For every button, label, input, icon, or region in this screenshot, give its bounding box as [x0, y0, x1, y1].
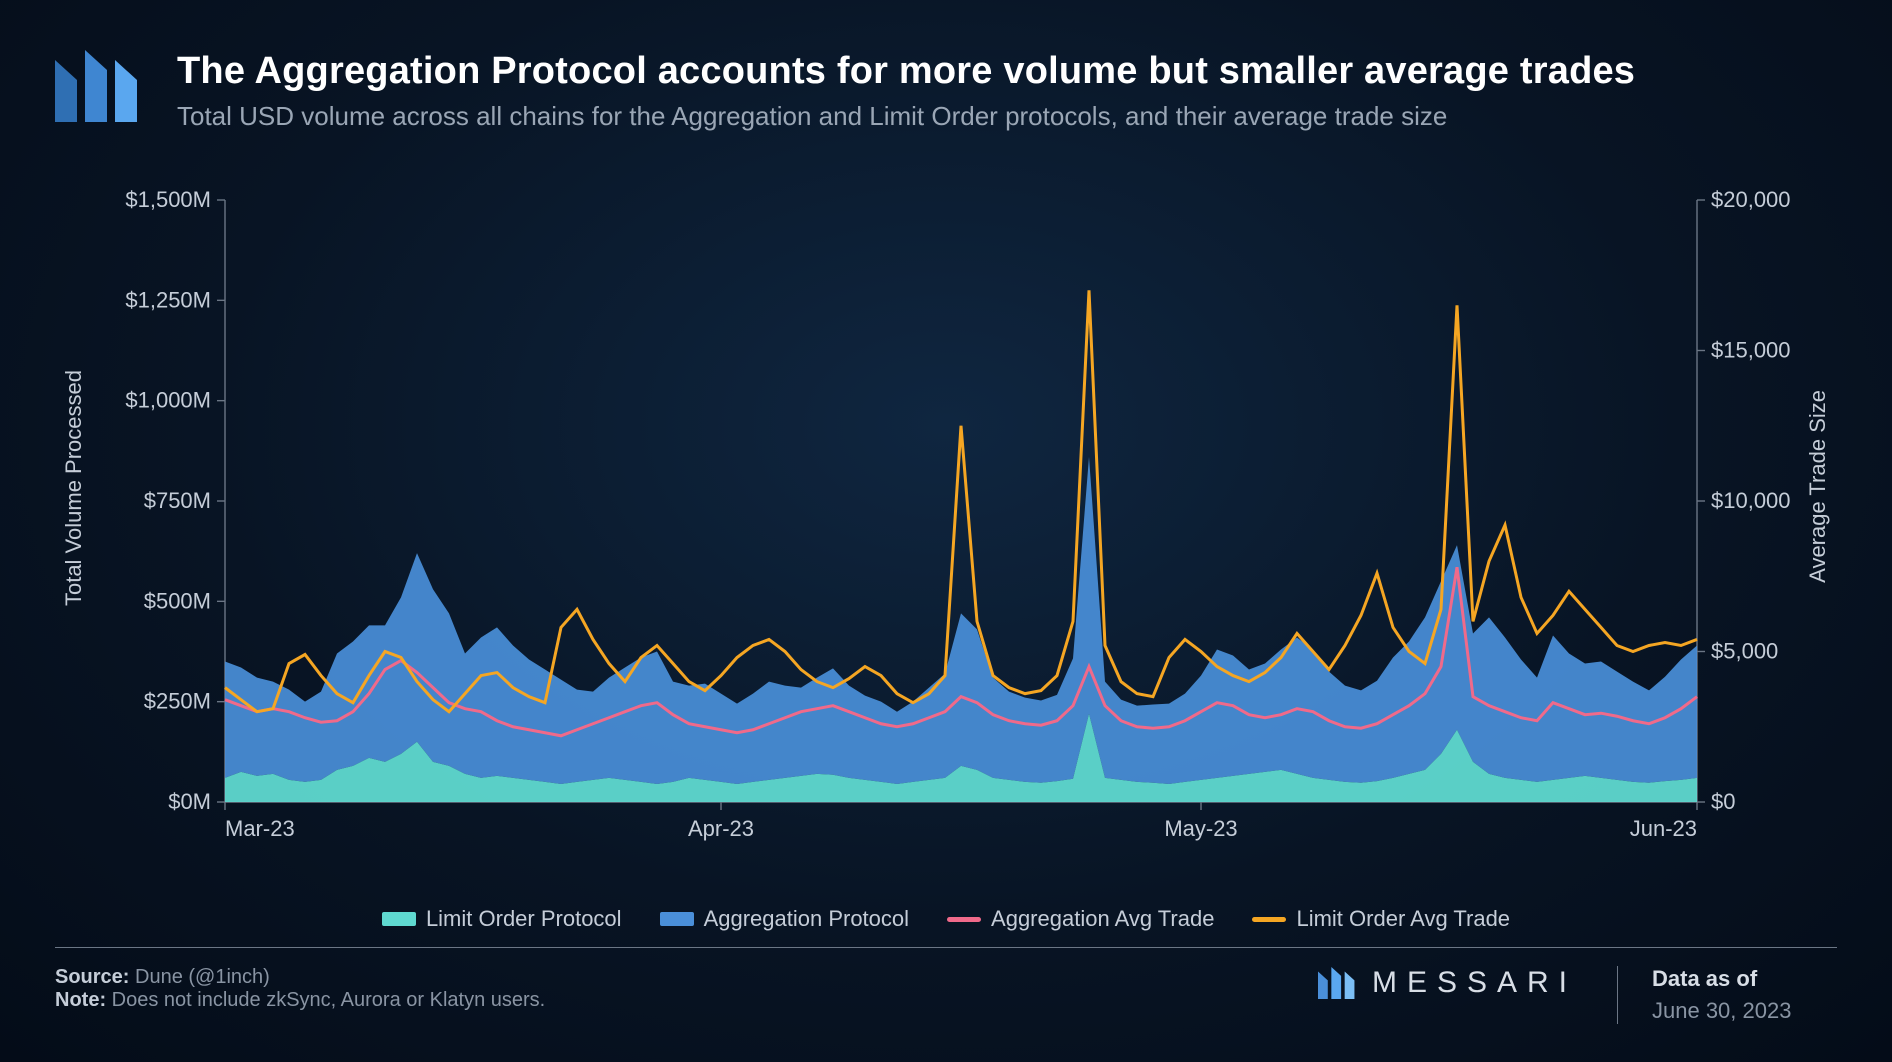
- aggregation-area: [225, 457, 1697, 784]
- legend-swatch: [1252, 917, 1286, 922]
- footer-asof: Data as of June 30, 2023: [1617, 966, 1837, 1024]
- svg-text:$0: $0: [1711, 789, 1735, 814]
- legend-item: Limit Order Avg Trade: [1252, 906, 1510, 932]
- source-label: Source:: [55, 966, 129, 988]
- chart-area: Total Volume Processed Average Trade Siz…: [55, 190, 1837, 872]
- chart-legend: Limit Order Protocol Aggregation Protocol…: [55, 906, 1837, 932]
- asof-value: June 30, 2023: [1652, 998, 1837, 1024]
- y-axis-left-title: Total Volume Processed: [61, 370, 87, 606]
- messari-footer-icon: [1318, 967, 1358, 999]
- chart-subtitle: Total USD volume across all chains for t…: [177, 101, 1635, 132]
- note-value: Does not include zkSync, Aurora or Klaty…: [112, 989, 546, 1011]
- svg-text:$250M: $250M: [144, 689, 211, 714]
- svg-text:$5,000: $5,000: [1711, 639, 1778, 664]
- svg-text:$750M: $750M: [144, 488, 211, 513]
- svg-text:$1,000M: $1,000M: [125, 388, 211, 413]
- svg-text:Jun-23: Jun-23: [1630, 816, 1697, 841]
- title-block: The Aggregation Protocol accounts for mo…: [177, 50, 1635, 132]
- asof-label: Data as of: [1652, 966, 1837, 992]
- chart-title: The Aggregation Protocol accounts for mo…: [177, 50, 1635, 93]
- legend-item: Aggregation Avg Trade: [947, 906, 1214, 932]
- svg-text:$1,500M: $1,500M: [125, 190, 211, 212]
- chart-svg: $0M $250M $500M $750M $1,000M $1,250M $1,500M $…: [55, 190, 1837, 872]
- y-axis-right-title: Average Trade Size: [1805, 390, 1831, 583]
- svg-text:$500M: $500M: [144, 588, 211, 613]
- legend-swatch: [947, 917, 981, 922]
- legend-label: Aggregation Avg Trade: [991, 906, 1214, 932]
- messari-logo-icon: [55, 50, 145, 122]
- legend-label: Aggregation Protocol: [704, 906, 909, 932]
- note-label: Note:: [55, 989, 106, 1011]
- svg-text:Mar-23: Mar-23: [225, 816, 295, 841]
- svg-text:$1,250M: $1,250M: [125, 287, 211, 312]
- footer: Source: Dune (@1inch) Note: Does not inc…: [55, 947, 1837, 1024]
- brand-text: MESSARI: [1372, 966, 1577, 1000]
- source-value: Dune (@1inch): [135, 966, 270, 988]
- svg-text:Apr-23: Apr-23: [688, 816, 754, 841]
- svg-text:$0M: $0M: [168, 789, 211, 814]
- footer-source: Source: Dune (@1inch) Note: Does not inc…: [55, 966, 1278, 1012]
- svg-text:May-23: May-23: [1164, 816, 1237, 841]
- legend-label: Limit Order Avg Trade: [1296, 906, 1510, 932]
- legend-swatch: [660, 912, 694, 926]
- svg-text:$10,000: $10,000: [1711, 488, 1791, 513]
- legend-item: Limit Order Protocol: [382, 906, 622, 932]
- legend-swatch: [382, 912, 416, 926]
- svg-text:$15,000: $15,000: [1711, 338, 1791, 363]
- header: The Aggregation Protocol accounts for mo…: [55, 50, 1852, 132]
- svg-text:$20,000: $20,000: [1711, 190, 1791, 212]
- legend-label: Limit Order Protocol: [426, 906, 622, 932]
- footer-brand: MESSARI: [1278, 966, 1617, 1000]
- legend-item: Aggregation Protocol: [660, 906, 909, 932]
